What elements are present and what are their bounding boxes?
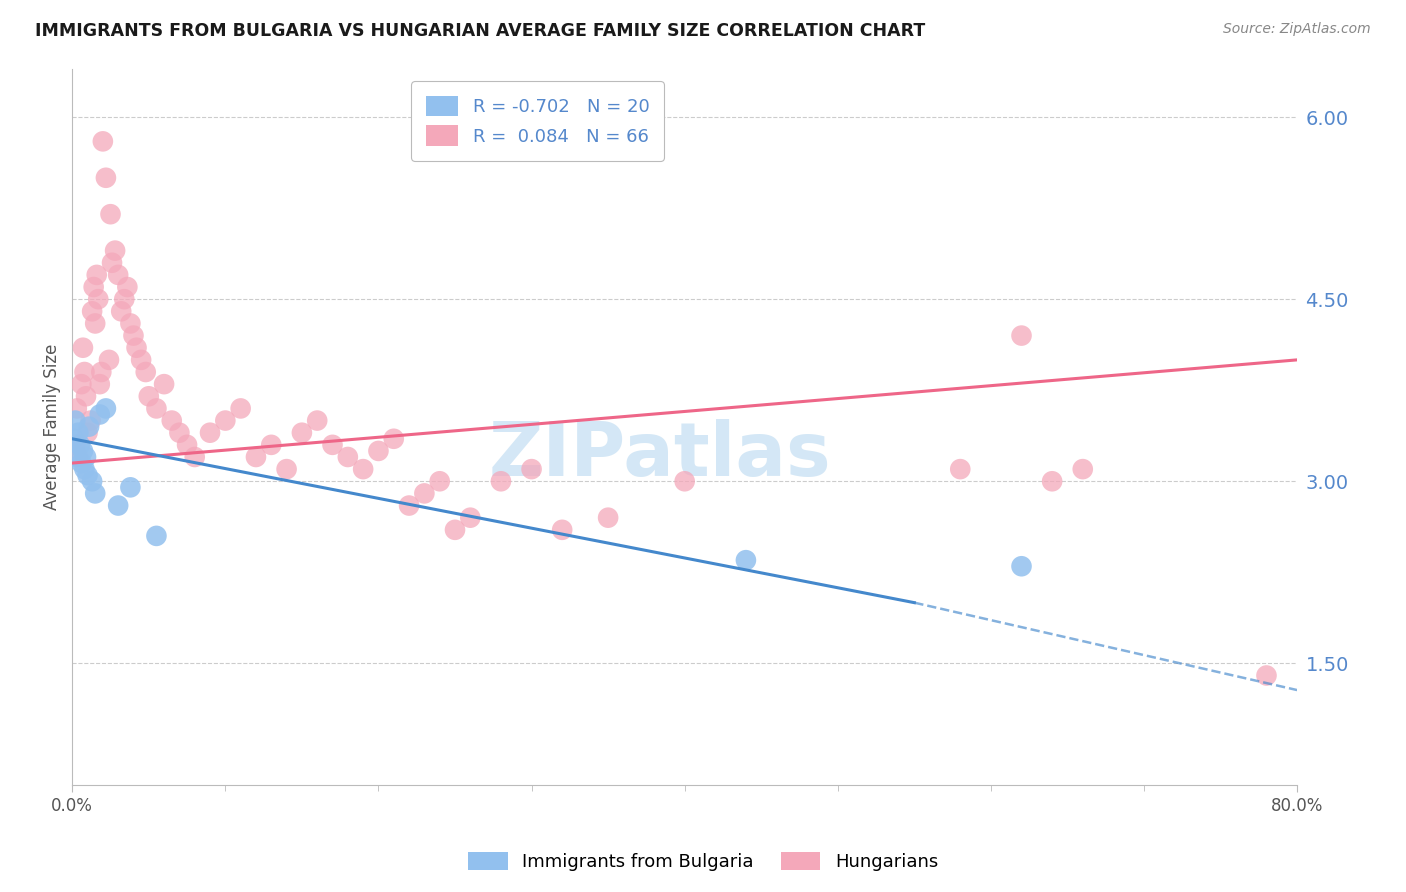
Point: [67, 450, 90, 464]
Point: [520, 462, 543, 476]
Point: [100, 207, 122, 221]
Point: [110, 304, 132, 318]
Point: [84, 317, 107, 331]
Point: [413, 486, 436, 500]
Point: [735, 553, 758, 567]
Point: [169, 425, 191, 440]
Point: [291, 425, 314, 440]
Point: [398, 499, 420, 513]
Point: [112, 292, 135, 306]
Point: [72, 444, 94, 458]
Point: [69, 438, 91, 452]
Point: [86, 268, 108, 282]
Point: [1071, 462, 1094, 476]
Point: [117, 280, 139, 294]
Point: [153, 377, 176, 392]
Point: [551, 523, 574, 537]
Point: [87, 292, 110, 306]
Point: [84, 486, 107, 500]
Text: IMMIGRANTS FROM BULGARIA VS HUNGARIAN AVERAGE FAMILY SIZE CORRELATION CHART: IMMIGRANTS FROM BULGARIA VS HUNGARIAN AV…: [35, 22, 925, 40]
Point: [336, 450, 359, 464]
Point: [75, 389, 97, 403]
Point: [367, 444, 389, 458]
Point: [72, 341, 94, 355]
Point: [129, 352, 152, 367]
Point: [138, 389, 160, 403]
Point: [91, 134, 114, 148]
Point: [94, 401, 117, 416]
Point: [73, 365, 96, 379]
Point: [70, 377, 93, 392]
Point: [89, 408, 111, 422]
Point: [89, 377, 111, 392]
Text: Source: ZipAtlas.com: Source: ZipAtlas.com: [1223, 22, 1371, 37]
Point: [82, 304, 104, 318]
Point: [260, 438, 283, 452]
Point: [120, 480, 142, 494]
Legend: Immigrants from Bulgaria, Hungarians: Immigrants from Bulgaria, Hungarians: [461, 845, 945, 879]
Point: [120, 317, 142, 331]
Point: [160, 413, 183, 427]
Point: [352, 462, 374, 476]
Point: [176, 438, 198, 452]
Point: [66, 450, 89, 464]
Point: [66, 401, 89, 416]
Point: [79, 413, 101, 427]
Point: [73, 462, 96, 476]
Point: [65, 413, 87, 427]
Legend: R = -0.702   N = 20, R =  0.084   N = 66: R = -0.702 N = 20, R = 0.084 N = 66: [412, 81, 664, 161]
Text: ZIPatlas: ZIPatlas: [489, 418, 831, 491]
Point: [65, 438, 87, 452]
Point: [90, 365, 112, 379]
Point: [77, 419, 100, 434]
Point: [460, 510, 482, 524]
Point: [321, 438, 343, 452]
Point: [76, 468, 98, 483]
Point: [949, 462, 972, 476]
Point: [1011, 328, 1033, 343]
Point: [183, 450, 205, 464]
Point: [83, 280, 105, 294]
Point: [135, 365, 157, 379]
Point: [145, 401, 167, 416]
Point: [229, 401, 252, 416]
Point: [307, 413, 329, 427]
Point: [82, 475, 104, 489]
Point: [382, 432, 405, 446]
Point: [1040, 475, 1063, 489]
Point: [598, 510, 620, 524]
Point: [94, 170, 117, 185]
Point: [107, 268, 129, 282]
Point: [214, 413, 236, 427]
Point: [276, 462, 298, 476]
Point: [62, 432, 84, 446]
Point: [1011, 559, 1033, 574]
Point: [101, 256, 124, 270]
Point: [107, 499, 129, 513]
Point: [489, 475, 512, 489]
Point: [76, 425, 98, 440]
Point: [75, 450, 97, 464]
Point: [125, 341, 148, 355]
Point: [122, 328, 145, 343]
Y-axis label: Average Family Size: Average Family Size: [44, 343, 60, 510]
Point: [98, 352, 121, 367]
Point: [198, 425, 221, 440]
Point: [673, 475, 696, 489]
Point: [145, 529, 167, 543]
Point: [1256, 668, 1278, 682]
Point: [444, 523, 467, 537]
Point: [70, 456, 93, 470]
Point: [429, 475, 451, 489]
Point: [67, 425, 90, 440]
Point: [245, 450, 267, 464]
Point: [104, 244, 127, 258]
